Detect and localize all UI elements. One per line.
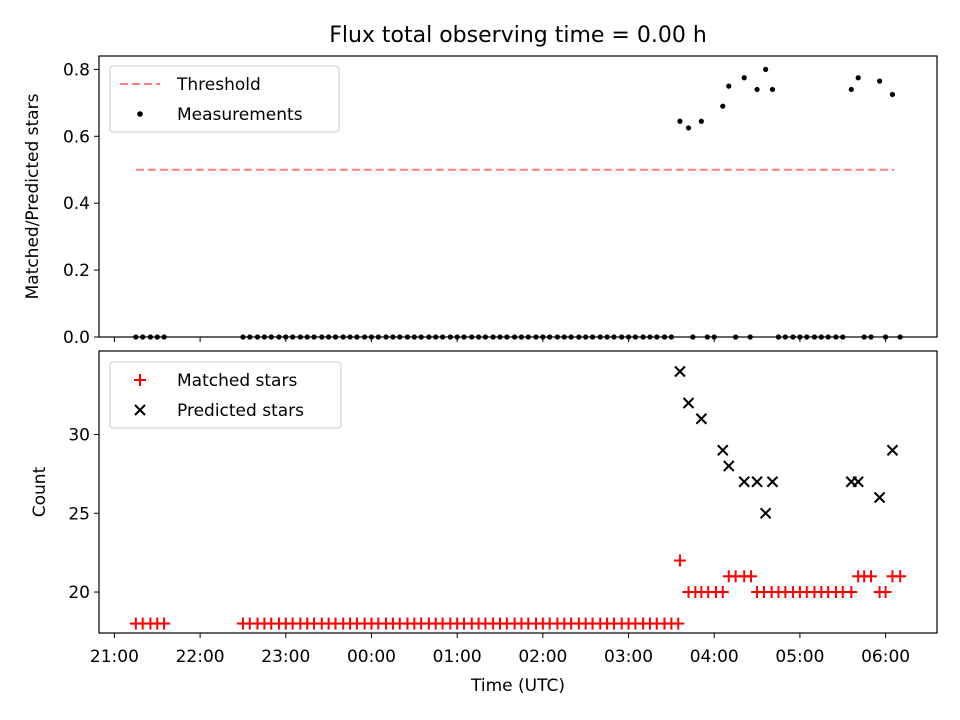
matched-legend-label: Matched stars [177, 371, 297, 391]
predicted-star-point [682, 397, 695, 409]
x-tick-label: 21:00 [90, 647, 139, 667]
top-legend-frame [109, 65, 340, 133]
chart-title: Flux total observing time = 0.00 h [329, 23, 707, 48]
x-tick-label: 06:00 [861, 647, 910, 667]
predicted-star-point [852, 476, 864, 488]
measurement-point [698, 118, 704, 124]
x-tick-label: 04:00 [690, 647, 739, 667]
y-tick-label: 20 [68, 583, 90, 603]
predicted-star-point [759, 507, 772, 519]
measurement-point [726, 83, 732, 89]
top-x-ticks [113, 337, 887, 342]
y-tick-label: 0.0 [63, 328, 90, 348]
y-tick-label: 30 [68, 425, 90, 445]
matched-star-point [745, 570, 758, 583]
x-tick-label: 03:00 [604, 647, 653, 667]
matched-star-point [845, 586, 858, 599]
bottom-axes-frame [98, 350, 938, 634]
threshold-legend-label: Threshold [176, 75, 261, 95]
bottom-legend-frame [109, 361, 342, 429]
predicted-star-point [751, 476, 763, 488]
bottom-y-ticks: 20 25 30 [68, 425, 99, 603]
measurement-point [763, 66, 769, 72]
measurement-point [754, 86, 760, 93]
x-tick-label: 00:00 [347, 647, 396, 667]
x-tick-label: 02:00 [518, 647, 567, 667]
predicted-star-point [674, 365, 686, 378]
top-y-axis-label: Matched/Predicted stars [23, 93, 43, 299]
matched-star-point [894, 570, 907, 583]
matched-star-point [879, 586, 892, 599]
bottom-legend: Matched stars Predicted stars [109, 361, 342, 429]
predicted-star-point [723, 460, 735, 472]
measurement-point [741, 75, 747, 81]
predicted-star-point [717, 444, 729, 456]
top-legend: Threshold Measurements [109, 65, 340, 133]
x-axis-label: Time (UTC) [470, 676, 565, 696]
matched-star-point [158, 617, 171, 630]
bottom-x-ticks: 21:00 22:00 23:00 00:00 01:00 02:00 03:00 04:00… [90, 633, 910, 667]
predicted-star-point [695, 413, 708, 425]
top-axes-frame [98, 55, 938, 338]
predicted-legend-marker [134, 404, 146, 416]
y-tick-label: 0.4 [63, 194, 90, 214]
y-tick-label: 0.2 [63, 261, 90, 281]
bottom-plot-area [129, 365, 907, 630]
matched-star-point [865, 570, 878, 583]
top-y-ticks: 0.0 0.2 0.4 0.6 0.8 [63, 60, 99, 348]
matched-star-point [716, 586, 729, 599]
matched-star-point [672, 617, 685, 630]
bottom-y-axis-label: Count [30, 466, 50, 517]
predicted-star-point [766, 476, 779, 488]
matched-legend-marker [134, 374, 146, 386]
measurement-point [677, 118, 683, 124]
measurement-point [848, 86, 854, 93]
measurement-point [720, 103, 726, 109]
x-tick-label: 05:00 [775, 647, 824, 667]
measurement-point [855, 75, 861, 81]
measurement-point [876, 78, 883, 84]
measurements-legend-marker [137, 111, 143, 117]
predicted-legend-label: Predicted stars [177, 401, 304, 421]
x-tick-label: 23:00 [261, 647, 310, 667]
x-tick-label: 01:00 [433, 647, 482, 667]
bottom-panel: 20 25 30 21:00 22:00 23:00 00:00 01:00 02:00 03:… [30, 350, 938, 696]
y-tick-label: 25 [68, 504, 90, 524]
measurement-point [685, 125, 692, 131]
measurements-legend-label: Measurements [177, 105, 303, 125]
predicted-star-point [873, 491, 886, 504]
top-panel: 0.00.20.40.60.8 Matched/Predicted stars … [23, 55, 938, 348]
predicted-star-point [738, 476, 750, 488]
measurement-point [769, 86, 776, 93]
predicted-star-point [886, 444, 899, 456]
matched-star-point [673, 554, 686, 567]
measurement-point [889, 91, 896, 98]
y-tick-label: 0.8 [63, 60, 90, 80]
x-tick-label: 22:00 [176, 647, 225, 667]
y-tick-label: 0.6 [63, 127, 90, 147]
